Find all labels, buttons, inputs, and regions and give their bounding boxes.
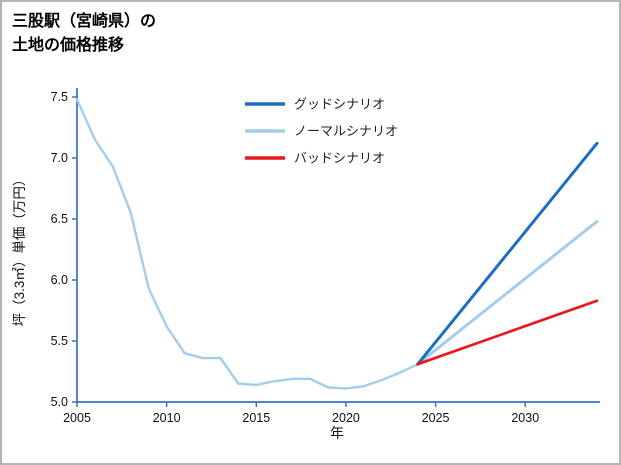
chart-title: 三股駅（宮崎県）の 土地の価格推移 — [12, 13, 157, 54]
y-tick-label: 7.0 — [51, 151, 68, 165]
x-tick-label: 2005 — [63, 411, 91, 425]
y-tick-label: 7.5 — [51, 90, 68, 104]
series-good — [416, 141, 599, 366]
legend-label-1: ノーマルシナリオ — [294, 124, 398, 139]
x-tick-label: 2030 — [511, 411, 539, 425]
y-tick-label: 6.0 — [51, 273, 68, 287]
x-tick-label: 2015 — [242, 411, 270, 425]
x-axis-label: 年 — [330, 425, 344, 441]
series-historical — [75, 98, 419, 390]
y-axis-label: 坪（3.3㎡）単価（万円） — [12, 173, 27, 327]
y-tick-label: 6.5 — [51, 212, 68, 226]
x-tick-label: 2025 — [422, 411, 450, 425]
x-tick-label: 2010 — [153, 411, 181, 425]
legend-label-0: グッドシナリオ — [294, 97, 385, 112]
series-normal — [416, 219, 599, 366]
y-tick-label: 5.0 — [51, 395, 68, 409]
y-tick-label: 5.5 — [51, 334, 68, 348]
x-tick-label: 2020 — [332, 411, 360, 425]
legend-label-2: バッドシナリオ — [294, 151, 385, 166]
series-bad — [416, 299, 599, 366]
